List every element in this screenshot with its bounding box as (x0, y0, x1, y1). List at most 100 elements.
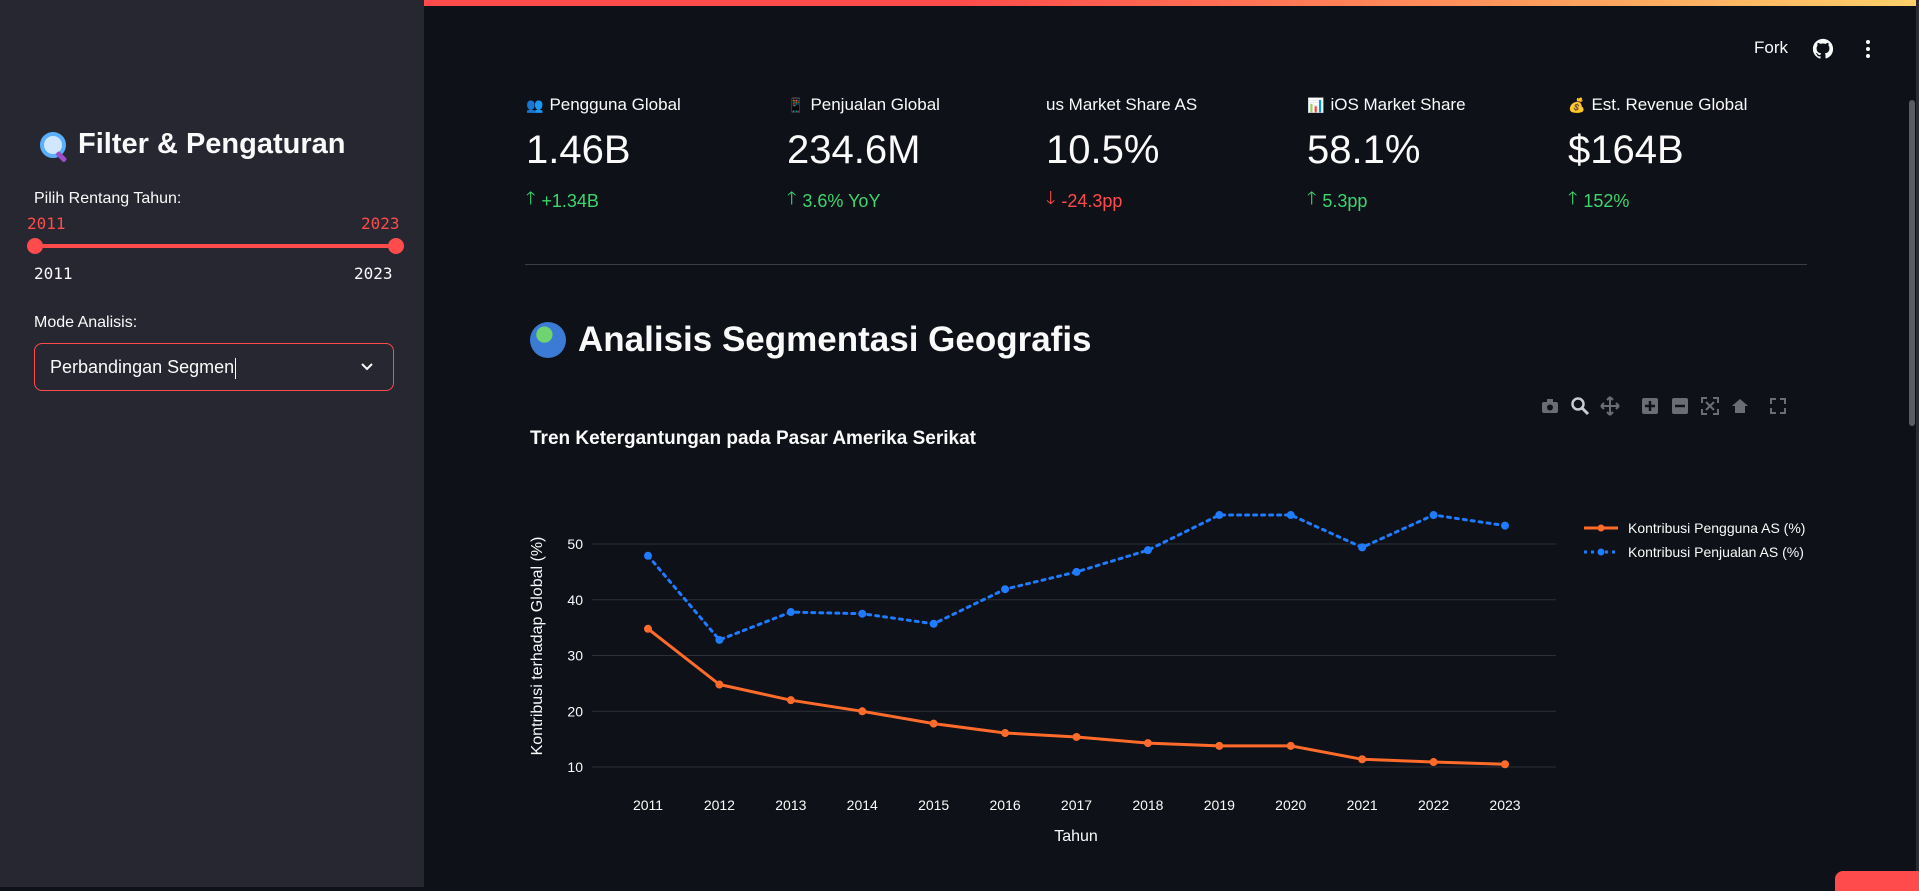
data-point-users (1001, 729, 1010, 738)
x-tick-label: 2015 (918, 797, 949, 813)
range-high-value: 2023 (361, 214, 400, 233)
metric-users: 👥 Pengguna Global 1.46B 🡑 +1.34B (526, 94, 776, 216)
data-point-sales (1001, 585, 1010, 594)
bar-chart-icon: 📊 (1307, 96, 1325, 113)
people-icon: 👥 (526, 96, 544, 113)
data-point-sales (1429, 511, 1438, 520)
metric-value: $164B (1568, 128, 1684, 172)
x-tick-label: 2017 (1061, 797, 1092, 813)
data-point-sales (786, 608, 795, 617)
phone-icon: 📱 (787, 96, 805, 113)
metric-label: Pengguna Global (549, 95, 681, 114)
mode-select[interactable]: Perbandingan Segmen (34, 343, 394, 391)
zoom-out-icon[interactable] (1670, 396, 1690, 416)
data-point-users (1501, 760, 1509, 769)
metric-value: 58.1% (1307, 128, 1421, 172)
metric-value: 1.46B (526, 128, 631, 172)
data-point-sales (929, 619, 938, 628)
metric-delta: 🡑 152% (1568, 186, 1818, 216)
money-bag-icon: 💰 (1568, 96, 1586, 113)
data-point-sales (715, 635, 724, 644)
x-tick-label: 2022 (1418, 797, 1449, 813)
data-point-users (715, 680, 724, 689)
data-point-sales (1072, 567, 1081, 576)
range-slider-high-thumb[interactable] (388, 238, 404, 254)
top-accent-bar (0, 0, 1919, 6)
y-tick-label: 40 (567, 592, 583, 608)
data-point-users (1286, 741, 1295, 750)
x-tick-label: 2021 (1347, 797, 1378, 813)
data-point-sales (1358, 543, 1367, 552)
pan-icon[interactable] (1600, 396, 1620, 416)
data-point-users (1358, 755, 1367, 764)
range-label: Pilih Rentang Tahun: (34, 190, 182, 207)
sidebar-title-text: Filter & Pengaturan (78, 128, 346, 160)
data-point-users (929, 719, 938, 728)
camera-icon[interactable] (1540, 396, 1560, 416)
data-point-sales (644, 551, 652, 560)
x-tick-label: 2020 (1275, 797, 1306, 813)
mode-label: Mode Analisis: (34, 314, 138, 331)
scrollbar[interactable] (1909, 100, 1915, 426)
chart-title: Tren Ketergantungan pada Pasar Amerika S… (530, 428, 976, 449)
metric-value: 10.5% (1046, 128, 1160, 172)
x-tick-label: 2014 (847, 797, 878, 813)
mode-select-value: Perbandingan Segmen (50, 357, 237, 379)
data-point-sales (1143, 546, 1152, 555)
fullscreen-icon[interactable] (1768, 396, 1788, 416)
zoom-in-icon[interactable] (1640, 396, 1660, 416)
legend-label: Kontribusi Penjualan AS (%) (1628, 544, 1804, 560)
metric-delta: 🡑 5.3pp (1307, 186, 1557, 216)
arrow-down-icon: 🡓 (1046, 188, 1056, 208)
metric-label: Est. Revenue Global (1591, 95, 1748, 114)
arrow-up-icon: 🡑 (1307, 188, 1317, 208)
y-tick-label: 50 (567, 536, 583, 552)
x-tick-label: 2019 (1204, 797, 1235, 813)
x-tick-label: 2016 (990, 797, 1021, 813)
legend-line-solid (1584, 524, 1618, 532)
data-point-users (858, 707, 867, 716)
data-point-sales (1215, 511, 1224, 520)
metric-revenue: 💰 Est. Revenue Global $164B 🡑 152% (1568, 94, 1818, 216)
section-title: Analisis Segmentasi Geografis (530, 320, 1092, 360)
home-icon[interactable] (1730, 396, 1750, 416)
legend-item-sales[interactable]: Kontribusi Penjualan AS (%) (1582, 540, 1805, 564)
deploy-button[interactable] (1835, 871, 1919, 891)
y-tick-label: 30 (567, 648, 583, 664)
y-axis-label: Kontribusi terhadap Global (%) (529, 537, 546, 756)
vertical-dots-icon[interactable] (1858, 38, 1878, 60)
x-tick-label: 2012 (704, 797, 735, 813)
x-tick-label: 2023 (1489, 797, 1520, 813)
metric-delta: 🡑 3.6% YoY (787, 186, 1037, 216)
metric-sales: 📱 Penjualan Global 234.6M 🡑 3.6% YoY (787, 94, 1037, 216)
metric-label: us Market Share AS (1046, 95, 1198, 114)
data-point-users (1072, 732, 1081, 741)
sidebar: Filter & Pengaturan Pilih Rentang Tahun:… (0, 0, 424, 887)
github-icon[interactable] (1812, 38, 1834, 60)
arrow-up-icon: 🡑 (1568, 188, 1578, 208)
series-line-users (647, 627, 1506, 766)
series-line-sales (646, 513, 1507, 642)
fork-button[interactable]: Fork (1754, 38, 1788, 57)
y-tick-label: 10 (567, 759, 583, 775)
range-slider-low-thumb[interactable] (27, 238, 43, 254)
metric-label: iOS Market Share (1330, 95, 1466, 114)
metric-delta: 🡓 -24.3pp (1046, 186, 1296, 216)
autoscale-icon[interactable] (1700, 396, 1720, 416)
range-slider-track[interactable] (34, 244, 396, 248)
legend-line-dotted (1584, 548, 1618, 556)
data-point-users (1215, 741, 1224, 750)
data-point-sales (1501, 521, 1509, 530)
legend-item-users[interactable]: Kontribusi Pengguna AS (%) (1582, 516, 1805, 540)
magnifier-icon (38, 130, 68, 163)
metric-delta: 🡑 +1.34B (526, 186, 776, 216)
range-low-value: 2011 (27, 214, 66, 233)
divider (525, 264, 1807, 265)
zoom-icon[interactable] (1570, 396, 1590, 416)
section-title-text: Analisis Segmentasi Geografis (578, 320, 1092, 359)
legend-label: Kontribusi Pengguna AS (%) (1628, 520, 1806, 536)
metric-value: 234.6M (787, 128, 921, 172)
data-point-sales (1286, 511, 1295, 520)
data-point-users (786, 696, 795, 705)
data-point-sales (858, 609, 867, 618)
